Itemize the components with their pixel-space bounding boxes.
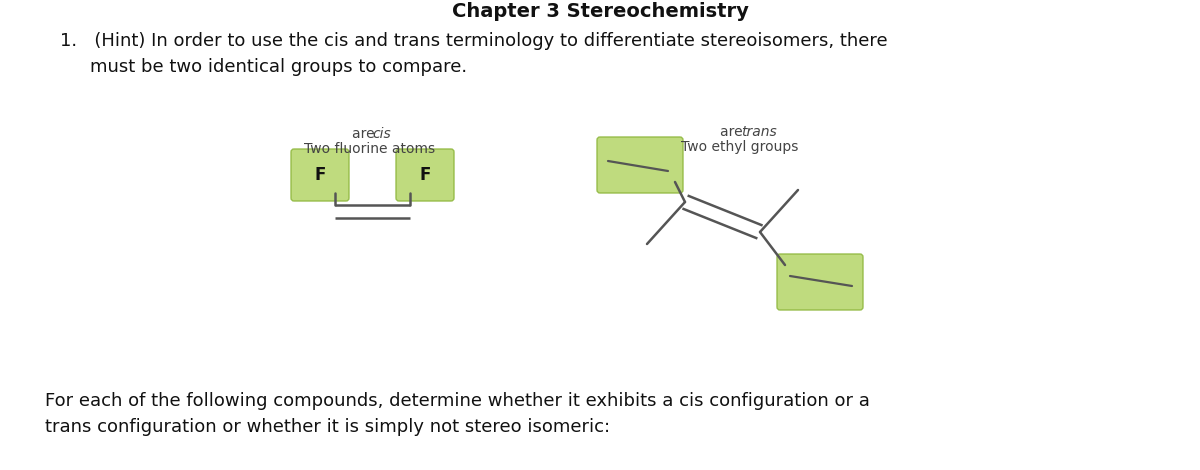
FancyBboxPatch shape — [598, 137, 683, 193]
Text: must be two identical groups to compare.: must be two identical groups to compare. — [90, 58, 467, 76]
Text: F: F — [419, 166, 431, 184]
Text: cis: cis — [372, 127, 391, 141]
Text: F: F — [314, 166, 325, 184]
Text: trans: trans — [742, 125, 776, 139]
Text: Two ethyl groups: Two ethyl groups — [682, 140, 799, 154]
Text: Two fluorine atoms: Two fluorine atoms — [305, 142, 436, 156]
Text: are: are — [720, 125, 746, 139]
Text: trans configuration or whether it is simply not stereo isomeric:: trans configuration or whether it is sim… — [46, 418, 610, 436]
FancyBboxPatch shape — [778, 254, 863, 310]
FancyBboxPatch shape — [292, 149, 349, 201]
FancyBboxPatch shape — [396, 149, 454, 201]
Text: 1.   (Hint) In order to use the cis and trans terminology to differentiate stere: 1. (Hint) In order to use the cis and tr… — [60, 32, 888, 50]
Text: Chapter 3 Stereochemistry: Chapter 3 Stereochemistry — [451, 2, 749, 21]
Text: For each of the following compounds, determine whether it exhibits a cis configu: For each of the following compounds, det… — [46, 392, 870, 410]
Text: are: are — [352, 127, 379, 141]
